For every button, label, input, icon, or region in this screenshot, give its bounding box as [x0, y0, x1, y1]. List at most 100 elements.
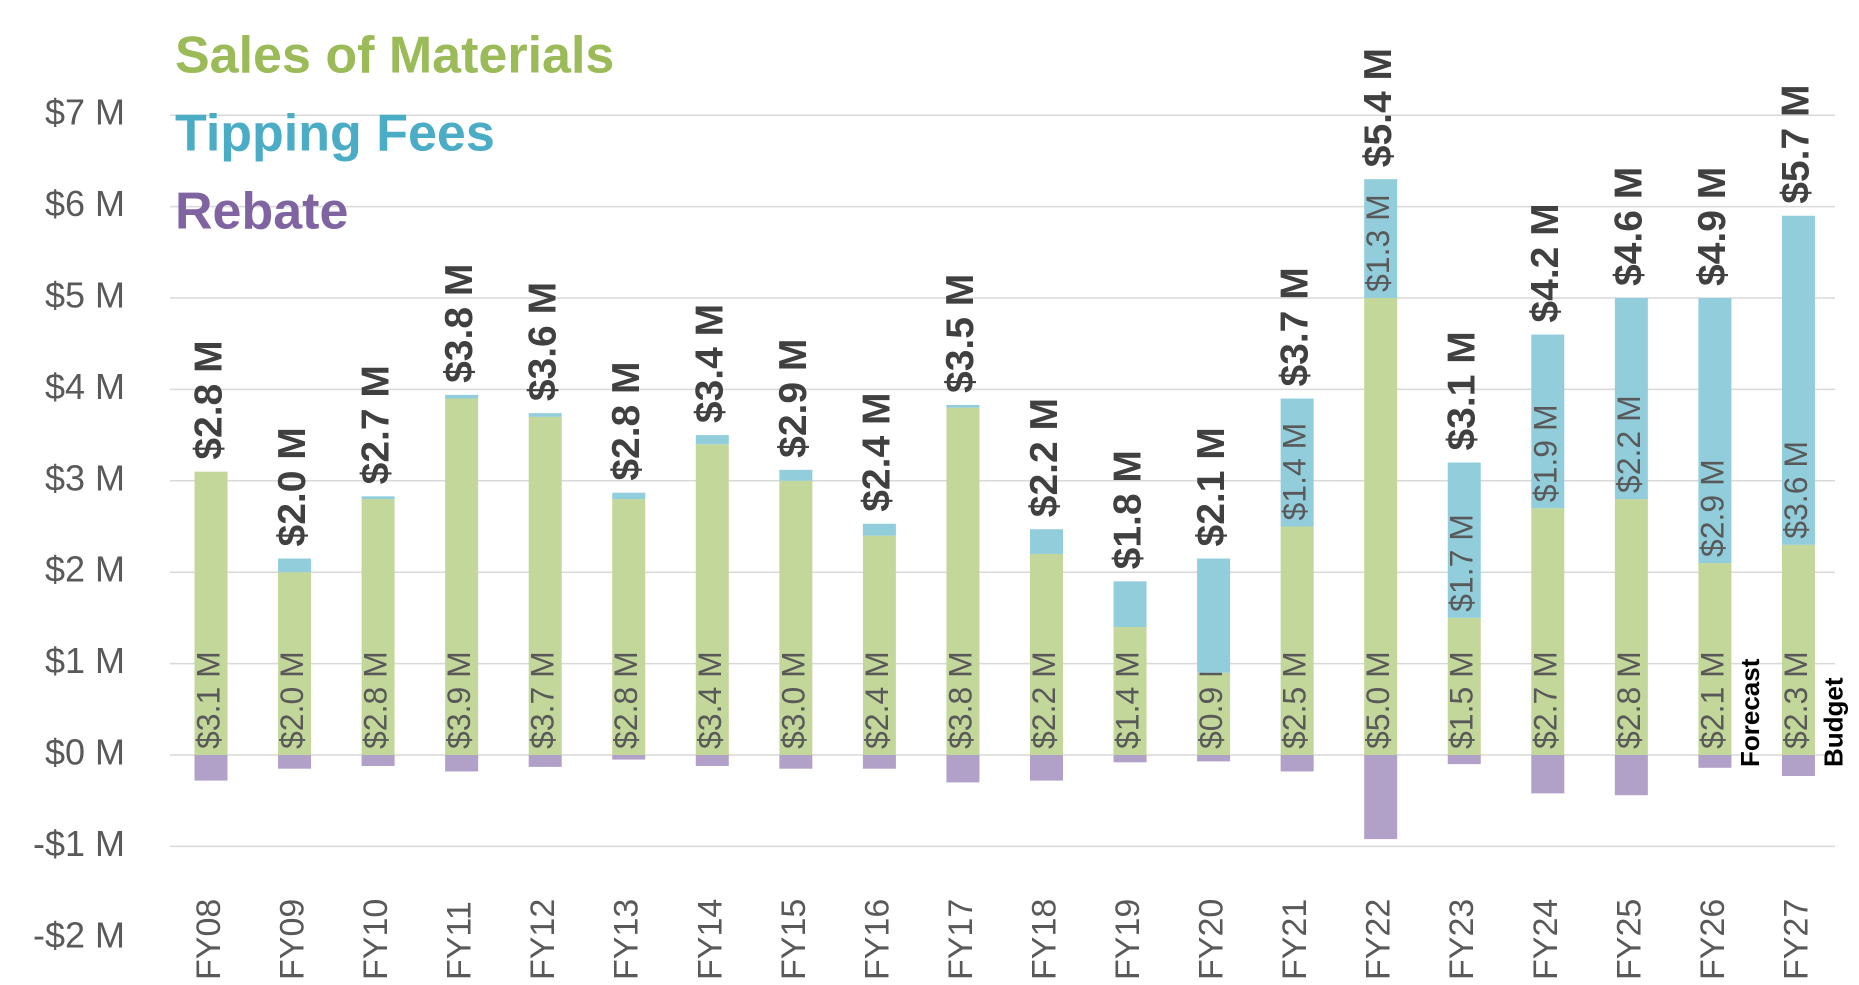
x-tick-label: FY10 — [357, 899, 395, 980]
bar-segment — [946, 755, 980, 783]
bar-segment — [445, 394, 479, 399]
bar-segment — [528, 755, 562, 767]
bar-segment — [1698, 298, 1732, 564]
segment-label: $2.1 M — [1694, 651, 1730, 749]
segment-label: $2.2 M — [1026, 651, 1062, 749]
legend-entry: Sales of Materials — [175, 27, 614, 85]
y-tick-label: $2 M — [45, 549, 125, 590]
total-label: $1.8 M — [1106, 450, 1149, 569]
segment-label: $3.7 M — [525, 651, 561, 749]
bar-segment — [1781, 755, 1815, 777]
segment-label: $1.5 M — [1444, 651, 1480, 749]
bar-segment — [1030, 553, 1063, 755]
bar-segment — [1447, 462, 1481, 618]
segment-label: $3.4 M — [692, 651, 728, 749]
bar-segment — [1531, 508, 1565, 755]
bar-segment — [612, 755, 646, 760]
bar-segment — [695, 755, 729, 766]
y-tick-label: $3 M — [45, 457, 125, 498]
total-label: $2.4 M — [856, 393, 899, 512]
total-label: $5.4 M — [1357, 48, 1400, 167]
x-tick-label: FY24 — [1527, 899, 1565, 980]
bar-segment — [1197, 672, 1231, 755]
total-label: $3.5 M — [939, 274, 982, 393]
segment-label: $3.6 M — [1778, 441, 1814, 539]
segment-label: $1.4 M — [1110, 651, 1146, 749]
bar-segment — [445, 398, 479, 755]
bar-segment — [1698, 563, 1732, 755]
x-tick-label: FY16 — [858, 899, 896, 980]
bar-segment — [1113, 627, 1147, 755]
total-label: $5.7 M — [1775, 85, 1818, 204]
bar-segment — [1280, 398, 1314, 527]
total-label: $3.7 M — [1273, 267, 1316, 386]
x-tick-label: FY22 — [1360, 899, 1398, 980]
x-tick-label: FY27 — [1777, 899, 1815, 980]
x-tick-label: FY17 — [942, 899, 980, 980]
bar-segment — [862, 523, 896, 536]
total-label: $3.1 M — [1441, 331, 1484, 450]
bar-segment — [1781, 544, 1815, 755]
bar-segment — [1364, 755, 1398, 840]
segment-label: $2.8 M — [1611, 651, 1647, 749]
bar-segment — [1447, 617, 1481, 755]
segment-label: $2.9 M — [1694, 459, 1730, 557]
bar-segment — [1197, 558, 1231, 673]
segment-label: $2.3 M — [1778, 651, 1814, 749]
bar-segment — [1531, 755, 1565, 794]
bar-segment — [1364, 179, 1398, 298]
x-tick-label: FY21 — [1276, 899, 1314, 980]
bar-segment — [1197, 755, 1231, 762]
bar-segment — [528, 413, 562, 417]
total-label: $4.9 M — [1691, 167, 1734, 286]
bar-segment — [1113, 755, 1147, 763]
bar-segment — [1447, 755, 1481, 765]
y-tick-label: -$2 M — [33, 914, 125, 955]
bar-segment — [278, 755, 312, 769]
x-tick-label: FY26 — [1694, 899, 1732, 980]
x-tick-label: FY14 — [691, 899, 729, 980]
segment-label: $2.8 M — [358, 651, 394, 749]
bar-segment — [1113, 581, 1147, 628]
total-label: $2.1 M — [1190, 427, 1233, 546]
segment-label: $2.8 M — [608, 651, 644, 749]
y-tick-label: $4 M — [45, 366, 125, 407]
bar-segment — [946, 407, 980, 755]
total-label: $2.2 M — [1023, 398, 1066, 517]
bar-segment — [361, 499, 395, 755]
segment-label: $3.9 M — [441, 651, 477, 749]
bar-segment — [1698, 755, 1732, 768]
bar-segment — [445, 755, 479, 772]
segment-label: $2.4 M — [859, 651, 895, 749]
total-label: $3.6 M — [521, 282, 564, 401]
total-label: $2.7 M — [354, 365, 397, 484]
segment-label: $3.0 M — [775, 651, 811, 749]
total-label: $2.9 M — [772, 339, 815, 458]
bar-segment — [1030, 755, 1063, 781]
segment-label: $5.0 M — [1360, 651, 1396, 749]
total-label: $4.6 M — [1608, 167, 1651, 286]
annotation: Budget — [1818, 677, 1848, 767]
segment-label: $2.5 M — [1277, 651, 1313, 749]
segment-label: $3.1 M — [190, 651, 226, 749]
bar-segment — [1614, 499, 1648, 755]
y-tick-label: $0 M — [45, 732, 125, 773]
bar-segment — [194, 755, 228, 781]
bar-segment — [361, 755, 395, 766]
x-tick-label: FY11 — [441, 901, 479, 980]
bar-segment — [1280, 526, 1314, 755]
segment-label: $2.0 M — [274, 651, 310, 749]
bar-segment — [779, 469, 813, 481]
y-tick-label: -$1 M — [33, 823, 125, 864]
total-label: $3.8 M — [438, 264, 481, 383]
bar-segment — [779, 755, 813, 769]
segment-label: $2.7 M — [1527, 651, 1563, 749]
legend-entry: Tipping Fees — [175, 105, 495, 163]
bar-segment — [1614, 755, 1648, 796]
x-tick-label: FY08 — [190, 899, 228, 980]
x-tick-label: FY15 — [775, 899, 813, 980]
segment-label: $3.8 M — [942, 651, 978, 749]
total-label: $2.8 M — [605, 361, 648, 480]
bar-segment — [862, 755, 896, 769]
